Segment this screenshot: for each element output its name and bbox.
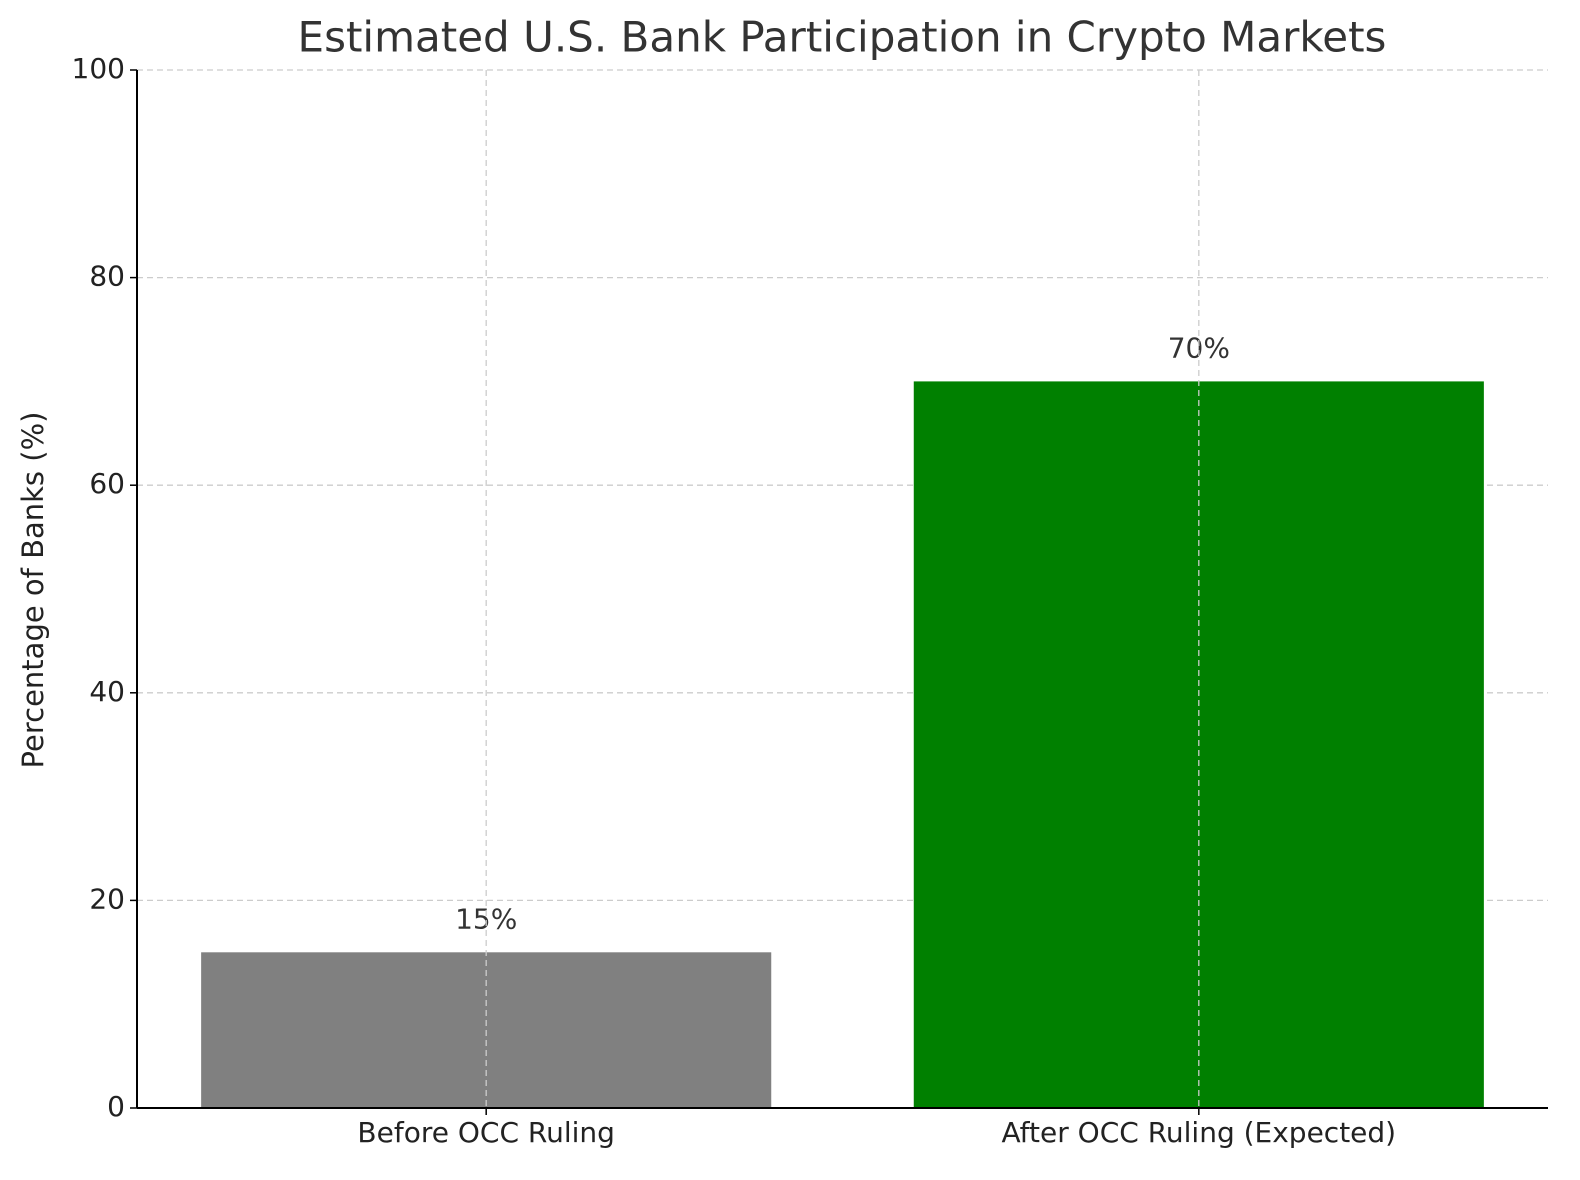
y-tick-label: 60 bbox=[89, 467, 125, 500]
value-label: 70% bbox=[1168, 331, 1230, 364]
y-tick-label: 80 bbox=[89, 260, 125, 293]
value-label: 15% bbox=[455, 902, 517, 935]
chart-title: Estimated U.S. Bank Participation in Cry… bbox=[298, 13, 1387, 62]
y-tick-label: 20 bbox=[89, 882, 125, 915]
y-tick-label: 100 bbox=[72, 52, 125, 85]
y-tick-label: 40 bbox=[89, 675, 125, 708]
y-tick-label: 0 bbox=[107, 1090, 125, 1123]
x-tick-label: After OCC Ruling (Expected) bbox=[1002, 1116, 1397, 1149]
x-tick-label: Before OCC Ruling bbox=[357, 1116, 615, 1149]
y-axis-label: Percentage of Banks (%) bbox=[16, 412, 50, 769]
